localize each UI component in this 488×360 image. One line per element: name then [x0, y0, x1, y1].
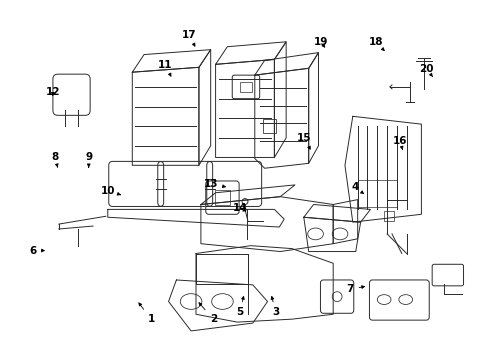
- Text: 4: 4: [350, 182, 363, 194]
- Bar: [214, 190, 230, 206]
- Text: 2: 2: [199, 303, 217, 324]
- Text: 12: 12: [45, 87, 60, 97]
- Text: 13: 13: [203, 179, 225, 189]
- Text: 18: 18: [368, 37, 384, 51]
- Text: 3: 3: [270, 297, 279, 317]
- Text: 11: 11: [158, 60, 172, 76]
- Text: 10: 10: [101, 186, 121, 195]
- Text: 15: 15: [297, 133, 311, 149]
- Text: 1: 1: [139, 303, 154, 324]
- Text: 17: 17: [182, 30, 196, 46]
- Text: 20: 20: [419, 64, 433, 77]
- Bar: [262, 119, 276, 133]
- Text: 5: 5: [236, 297, 244, 317]
- Bar: [357, 180, 396, 207]
- Bar: [384, 211, 393, 221]
- Text: 9: 9: [85, 152, 92, 168]
- Text: 19: 19: [313, 37, 327, 48]
- Text: 8: 8: [51, 152, 59, 167]
- Text: 16: 16: [392, 136, 407, 149]
- Text: 6: 6: [29, 246, 44, 256]
- Bar: [240, 82, 251, 92]
- Text: 7: 7: [346, 284, 364, 294]
- Text: 14: 14: [232, 203, 246, 213]
